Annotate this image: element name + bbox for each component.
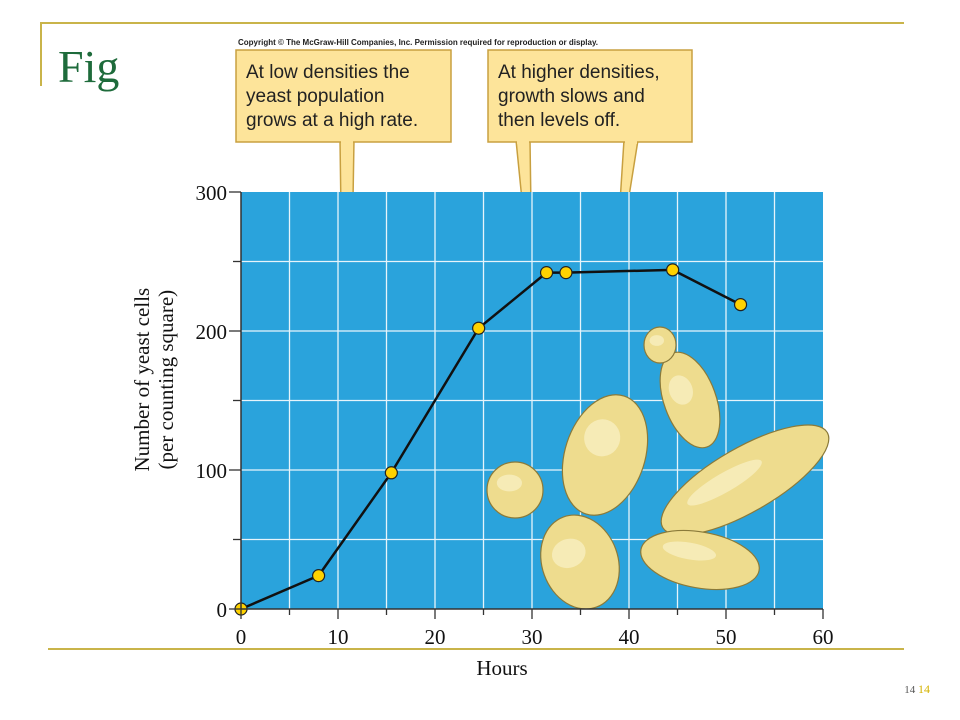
yeast-cell-highlight (584, 419, 621, 457)
y-axis-title-line: (per counting square) (154, 290, 178, 470)
chart-area: At low densities the yeast population gr… (90, 40, 850, 690)
data-point (312, 569, 326, 583)
x-tick-label: 50 (716, 625, 737, 649)
yeast-cell-highlight (662, 541, 717, 561)
slide-frame-left (40, 22, 42, 86)
data-point (472, 321, 486, 335)
yeast-cell-highlight (668, 375, 693, 405)
y-tick-label: 100 (196, 459, 228, 483)
callout-high-density-text: At higher densities, growth slows and th… (498, 62, 665, 131)
callout-low-density-text: At low densities the yeast population gr… (246, 62, 418, 131)
y-tick-label: 0 (217, 598, 228, 622)
callout-low-density-line-1: At low densities the (246, 62, 410, 83)
yeast-cells-illustration (486, 326, 830, 610)
y-axis-title-line: Number of yeast cells (130, 288, 154, 472)
x-axis-title: Hours (476, 656, 527, 680)
yeast-cell-highlight (551, 538, 586, 569)
data-point (666, 263, 680, 277)
slide-number-text: 14 (904, 684, 916, 696)
series-line (240, 268, 742, 611)
x-tick-label: 20 (425, 625, 446, 649)
y-tick-label: 300 (196, 181, 228, 205)
callout-low-density-line-3: grows at a high rate. (246, 110, 418, 131)
data-point (539, 266, 554, 280)
data-point (559, 266, 573, 280)
axis-layer: 0 100 200 300 0 10 20 30 40 50 60 Hours Number of ye… (130, 181, 834, 680)
callout-low-density-line-2: yeast population (246, 86, 384, 107)
slide-frame-top (40, 22, 904, 24)
x-tick-label: 30 (522, 625, 543, 649)
data-point (733, 297, 748, 312)
x-tick-label: 60 (813, 625, 834, 649)
yeast-cell-highlight (687, 459, 762, 506)
y-axis-title: Number of yeast cells(per counting squar… (130, 288, 178, 472)
callout-low-density-box (235, 49, 452, 143)
callout-high-density-box (487, 49, 693, 143)
x-tick-label: 0 (236, 625, 247, 649)
callout-high-density-line-3: then levels off. (498, 110, 620, 131)
data-point (384, 466, 398, 480)
yeast-cell-highlight (649, 335, 664, 346)
slide-number: 14 14 (904, 682, 930, 697)
x-tick-label: 40 (619, 625, 640, 649)
callout-high-density-line-2: growth slows and (498, 86, 645, 107)
yeast-cell-highlight (496, 474, 522, 492)
copyright-notice: Copyright © The McGraw-Hill Companies, I… (238, 38, 599, 47)
yeast-growth-chart: At low densities the yeast population gr… (130, 49, 834, 680)
slide-title: Fig (58, 41, 120, 92)
y-tick-label: 200 (196, 320, 228, 344)
slide-frame-bottom (48, 648, 904, 650)
slide-number-accent: 14 (918, 682, 930, 696)
callout-high-density-line-1: At higher densities, (498, 62, 660, 83)
x-tick-label: 10 (328, 625, 349, 649)
